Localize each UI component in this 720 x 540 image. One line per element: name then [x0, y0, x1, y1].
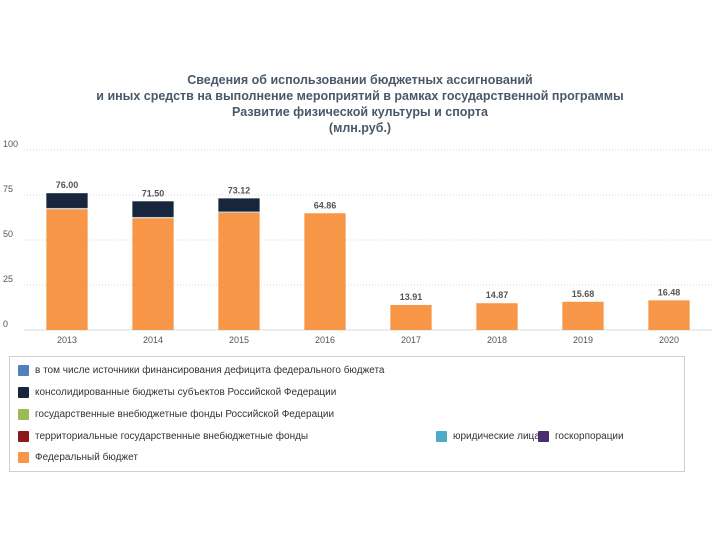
bar-segment-2020-0	[648, 300, 690, 330]
data-label-2015: 73.12	[228, 185, 251, 195]
y-tick-label: 50	[3, 229, 13, 239]
chart-title-line-2: и иных средств на выполнение мероприятий…	[96, 89, 624, 103]
legend-item-federal[interactable]: Федеральный бюджет	[18, 452, 138, 463]
x-tick-label-2018: 2018	[487, 335, 507, 345]
legend-item-regional[interactable]: консолидированные бюджеты субъектов Росс…	[18, 387, 336, 398]
bar-segment-2016-0	[304, 213, 346, 330]
bar-segment-2013-2	[46, 193, 88, 208]
chart-legend: в том числе источники финансирования деф…	[9, 356, 685, 472]
data-label-2016: 64.86	[314, 200, 337, 210]
bar-segment-2017-0	[390, 304, 432, 330]
data-label-2018: 14.87	[486, 290, 509, 300]
data-label-2013: 76.00	[56, 180, 79, 190]
bar-segment-2015-2	[218, 198, 260, 212]
data-label-2019: 15.68	[572, 289, 595, 299]
data-label-2020: 16.48	[658, 287, 681, 297]
x-tick-label-2020: 2020	[659, 335, 679, 345]
legend-swatch-legal-entities	[436, 431, 447, 442]
legend-swatch-state-corporations	[538, 431, 549, 442]
y-tick-label: 75	[3, 184, 13, 194]
data-label-2017: 13.91	[400, 292, 423, 302]
bar-segment-2014-2	[132, 201, 174, 217]
y-tick-label: 0	[3, 319, 8, 329]
x-tick-label-2014: 2014	[143, 335, 163, 345]
legend-label-federal: Федеральный бюджет	[35, 452, 138, 463]
x-tick-label-2017: 2017	[401, 335, 421, 345]
legend-label-regional: консолидированные бюджеты субъектов Росс…	[35, 387, 337, 398]
legend-item-state-corporations[interactable]: госкорпорации	[538, 431, 624, 442]
x-tick-label-2015: 2015	[229, 335, 249, 345]
bar-segment-2019-0	[562, 301, 604, 330]
data-label-2014: 71.50	[142, 188, 165, 198]
bar-segment-2014-1	[132, 216, 174, 219]
chart-title-line-1: Сведения об использовании бюджетных асси…	[187, 73, 533, 87]
legend-item-territorial-funds[interactable]: территориальные государственные внебюдже…	[18, 431, 308, 442]
x-tick-label-2016: 2016	[315, 335, 335, 345]
legend-item-deficit[interactable]: в том числе источники финансирования деф…	[18, 365, 385, 376]
legend-label-deficit: в том числе источники финансирования деф…	[35, 365, 385, 376]
bar-segment-2018-0	[476, 303, 518, 330]
bar-segment-2015-1	[218, 211, 260, 213]
y-tick-label: 25	[3, 274, 13, 284]
x-tick-label-2013: 2013	[57, 335, 77, 345]
legend-label-state-funds: государственные внебюджетные фонды Росси…	[35, 409, 335, 420]
legend-swatch-deficit	[18, 365, 29, 376]
legend-label-legal-entities: юридические лица	[453, 431, 540, 442]
bar-segment-2014-0	[132, 218, 174, 330]
bar-segment-2015-0	[218, 213, 260, 330]
x-tick-label-2019: 2019	[573, 335, 593, 345]
legend-label-territorial-funds: территориальные государственные внебюдже…	[35, 431, 309, 442]
legend-swatch-regional	[18, 387, 29, 398]
bar-segment-2013-0	[46, 209, 88, 330]
legend-item-state-funds[interactable]: государственные внебюджетные фонды Росси…	[18, 409, 334, 420]
chart-title-line-3: Развитие физической культуры и спорта	[232, 105, 488, 119]
legend-swatch-territorial-funds	[18, 431, 29, 442]
y-tick-label: 100	[3, 140, 18, 149]
legend-item-legal-entities[interactable]: юридические лица	[436, 431, 540, 442]
legend-label-state-corporations: госкорпорации	[555, 431, 624, 442]
chart-title-line-4: (млн.руб.)	[328, 121, 392, 135]
bar-segment-2013-1	[46, 207, 88, 210]
chart-title: Сведения об использовании бюджетных асси…	[60, 72, 660, 136]
bar-chart: 0 25 50 75 100 76.00 2013 71.50 2014 73.12 2015 64.…	[3, 140, 712, 345]
legend-swatch-state-funds	[18, 409, 29, 420]
legend-swatch-federal	[18, 452, 29, 463]
